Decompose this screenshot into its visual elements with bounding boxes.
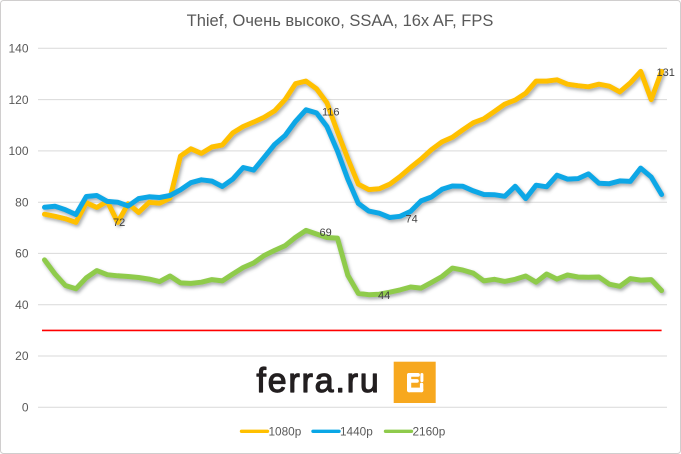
svg-text:2160p: 2160p: [413, 424, 446, 438]
svg-text:74: 74: [406, 214, 418, 226]
svg-text:131: 131: [657, 67, 675, 79]
svg-text:Thief, Очень высоко, SSAA, 16x: Thief, Очень высоко, SSAA, 16x AF, FPS: [187, 12, 494, 30]
svg-text:140: 140: [8, 42, 28, 56]
svg-text:69: 69: [320, 227, 332, 239]
svg-text:1080p: 1080p: [269, 424, 302, 438]
svg-text:44: 44: [378, 290, 390, 302]
svg-text:116: 116: [322, 107, 340, 119]
svg-text:0: 0: [22, 401, 29, 415]
svg-text:120: 120: [8, 93, 28, 107]
svg-text:60: 60: [15, 247, 29, 261]
svg-text:100: 100: [8, 144, 28, 158]
svg-text:ferra.ru: ferra.ru: [257, 362, 381, 400]
svg-text:80: 80: [15, 195, 29, 209]
svg-text:72: 72: [113, 217, 125, 229]
svg-text:40: 40: [15, 298, 29, 312]
svg-text:20: 20: [15, 349, 29, 363]
svg-text:1440p: 1440p: [340, 424, 373, 438]
